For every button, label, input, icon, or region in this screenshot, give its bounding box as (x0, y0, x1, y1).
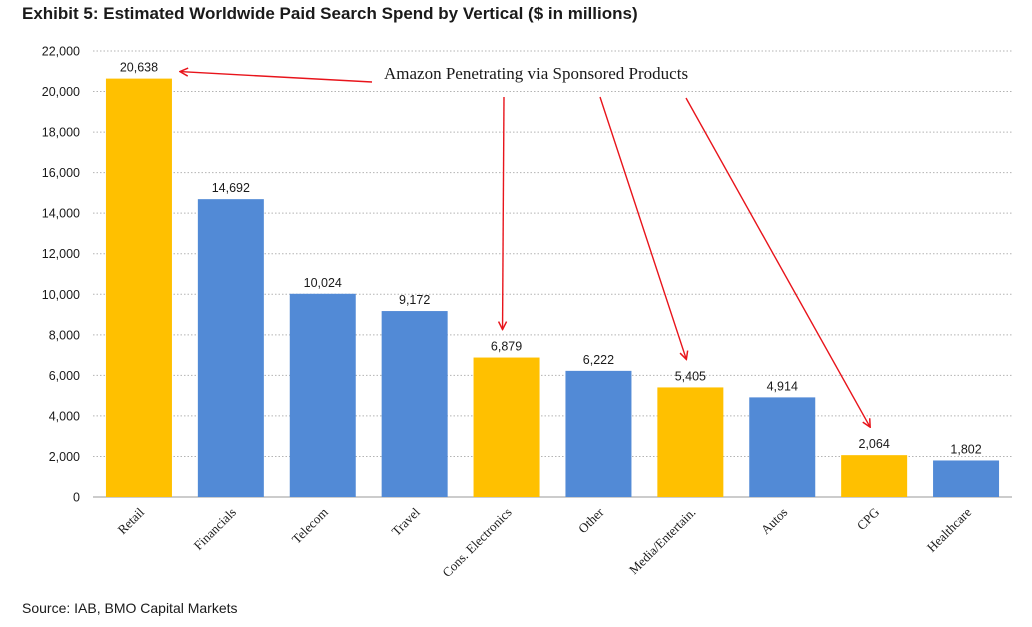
bar-financials (197, 199, 264, 498)
bar-cpg (841, 455, 908, 497)
source-note: Source: IAB, BMO Capital Markets (22, 600, 238, 616)
bar-travel (381, 311, 448, 497)
y-tick-label: 6,000 (49, 369, 80, 383)
data-label: 6,879 (491, 340, 522, 354)
y-tick-label: 0 (73, 491, 80, 505)
x-tick-label: Cons. Electronics (439, 505, 514, 580)
y-tick-label: 22,000 (42, 45, 80, 59)
annotation-arrows (180, 72, 870, 428)
bars (105, 78, 1000, 498)
annotation-arrow (503, 96, 504, 330)
chart-title: Exhibit 5: Estimated Worldwide Paid Sear… (22, 4, 638, 23)
x-tick-label: CPG (854, 505, 882, 533)
y-tick-label: 8,000 (49, 328, 80, 342)
y-tick-label: 10,000 (42, 288, 80, 302)
y-tick-label: 4,000 (49, 409, 80, 423)
data-label: 14,692 (212, 181, 250, 195)
annotation-text: Amazon Penetrating via Sponsored Product… (384, 64, 688, 83)
x-tick-label: Media/Entertain. (626, 505, 699, 578)
x-tick-label: Financials (191, 505, 239, 553)
data-label: 4,914 (767, 379, 798, 393)
annotation-arrow (685, 97, 870, 427)
y-tick-label: 12,000 (42, 247, 80, 261)
x-tick-label: Healthcare (924, 504, 975, 555)
data-label: 10,024 (304, 276, 342, 290)
x-tick-label: Retail (115, 504, 148, 537)
category-labels: Retail Financials Telecom Travel Cons. Elect… (115, 504, 975, 580)
data-label: 20,638 (120, 61, 158, 75)
y-tick-label: 2,000 (49, 450, 80, 464)
bar-healthcare (933, 460, 1000, 497)
data-label: 5,405 (675, 369, 706, 383)
x-tick-label: Travel (388, 504, 423, 539)
data-label: 1,802 (950, 442, 981, 456)
gridlines (93, 50, 1012, 498)
data-label: 9,172 (399, 293, 430, 307)
y-tick-label: 20,000 (42, 85, 80, 99)
y-tick-label: 18,000 (42, 126, 80, 140)
bar-telecom (289, 293, 356, 497)
annotation-arrow (180, 72, 373, 83)
bar-cons-electronics (473, 357, 540, 497)
y-tick-label: 16,000 (42, 166, 80, 180)
bar-other (565, 370, 632, 497)
x-tick-label: Autos (758, 505, 791, 538)
x-tick-label: Telecom (289, 505, 331, 547)
annotation-arrow (599, 96, 686, 359)
bar-autos (749, 397, 816, 497)
y-axis-ticks: 0 2,000 4,000 6,000 8,000 10,000 12,000 14,000 1… (42, 45, 80, 505)
bar-retail (105, 78, 172, 498)
y-tick-label: 14,000 (42, 207, 80, 221)
bar-chart: 0 2,000 4,000 6,000 8,000 10,000 12,000 14,000 1… (42, 45, 1012, 580)
data-label: 2,064 (859, 437, 890, 451)
data-labels: 20,638 14,692 10,024 9,172 6,879 6,222 5,405 4,… (120, 61, 982, 457)
bar-media-entertain (657, 387, 724, 497)
x-tick-label: Other (575, 504, 607, 536)
data-label: 6,222 (583, 353, 614, 367)
